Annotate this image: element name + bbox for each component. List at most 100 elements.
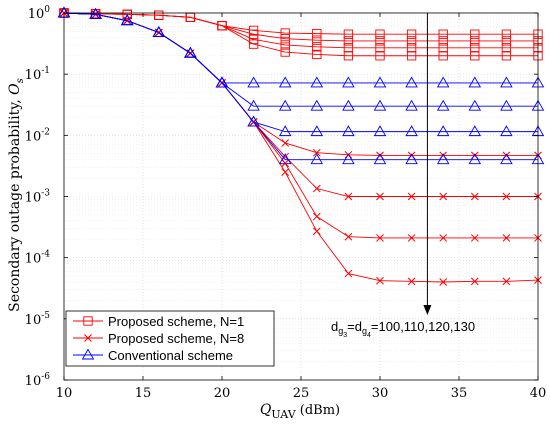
data-point-triangle xyxy=(342,99,355,111)
data-point-x xyxy=(376,276,384,285)
data-point-triangle xyxy=(436,153,450,165)
data-point-square xyxy=(312,42,322,52)
x-tick-label: 15 xyxy=(135,386,152,401)
data-point-triangle xyxy=(310,99,324,111)
data-point-triangle xyxy=(436,99,450,111)
data-point-square xyxy=(375,51,385,61)
data-point-square xyxy=(280,47,290,57)
data-point-x xyxy=(344,232,353,241)
legend-box xyxy=(65,310,275,367)
data-point-x xyxy=(502,234,511,242)
legend-label: Proposed scheme, N=1 xyxy=(108,314,244,329)
legend-label: Proposed scheme, N=8 xyxy=(108,331,244,346)
data-point-square xyxy=(470,51,480,61)
data-point-square xyxy=(280,28,290,38)
data-point-square xyxy=(343,29,354,39)
y-tick-label: 10-6 xyxy=(25,372,51,389)
annotation-label-part: 3 xyxy=(343,332,347,339)
data-point-square xyxy=(470,29,480,39)
data-point-triangle xyxy=(405,125,418,137)
y-tick-label-mantissa: 10 xyxy=(25,129,42,144)
y-tick-label-exponent: -5 xyxy=(41,311,50,321)
annotation-label-part: =100,110,120,130 xyxy=(371,319,475,334)
x-tick-label: 40 xyxy=(530,386,547,401)
y-tick-label: 100 xyxy=(28,5,51,22)
annotation-label-part: g xyxy=(362,326,367,336)
data-point-square xyxy=(501,36,512,46)
data-point-triangle xyxy=(310,76,324,88)
data-point-triangle xyxy=(310,153,324,165)
data-point-square xyxy=(154,10,164,20)
data-point-square xyxy=(343,51,354,61)
data-point-x xyxy=(344,269,353,278)
legend-label: Conventional scheme xyxy=(108,348,233,363)
data-point-square xyxy=(438,51,448,61)
data-point-square xyxy=(122,9,132,20)
data-point-x xyxy=(407,192,416,201)
data-point-triangle xyxy=(468,99,482,111)
y-axis-label-symbol-sub: s xyxy=(15,78,26,83)
data-point-square xyxy=(501,51,512,61)
data-point-square xyxy=(438,36,448,46)
data-point-triangle xyxy=(500,125,513,137)
data-point-triangle xyxy=(247,99,260,111)
annotation-label-part: d xyxy=(331,319,338,334)
data-point-triangle xyxy=(184,46,197,58)
data-point-x xyxy=(407,277,416,286)
series-triangle-11 xyxy=(57,6,545,165)
data-point-triangle xyxy=(278,153,292,165)
y-axis-label: Secondary outage probability, Os xyxy=(7,78,26,312)
y-tick-label-exponent: 0 xyxy=(44,5,50,15)
y-tick-label-exponent: -2 xyxy=(41,127,50,137)
data-point-triangle xyxy=(342,153,355,165)
x-tick-label: 10 xyxy=(56,386,73,401)
x-axis-label-main: Q xyxy=(260,402,272,418)
data-point-x xyxy=(344,192,353,201)
data-point-x xyxy=(439,234,448,242)
data-point-square xyxy=(406,29,417,39)
legend-marker-x xyxy=(84,334,92,342)
y-tick-label: 10-5 xyxy=(25,311,51,328)
data-point-x xyxy=(502,277,511,286)
data-point-x xyxy=(470,234,479,242)
data-point-x xyxy=(312,184,321,193)
data-point-triangle xyxy=(500,153,513,165)
data-point-triangle xyxy=(152,26,166,37)
data-point-triangle xyxy=(373,153,387,165)
legend-entry-x: Proposed scheme, N=8 xyxy=(73,331,244,346)
x-tick-label: 35 xyxy=(451,386,468,401)
y-tick-label-exponent: -1 xyxy=(41,66,50,76)
y-axis-label-main: Secondary outage probability, xyxy=(7,95,23,312)
data-point-triangle xyxy=(373,125,387,137)
legend-entry-triangle: Conventional scheme xyxy=(73,348,233,363)
data-point-square xyxy=(280,34,290,44)
data-point-triangle xyxy=(468,76,482,88)
data-point-square xyxy=(375,36,385,46)
data-point-triangle xyxy=(500,99,513,111)
y-tick-label-mantissa: 10 xyxy=(25,313,42,328)
data-point-square xyxy=(343,36,354,46)
data-point-x xyxy=(281,159,290,168)
data-point-square xyxy=(438,29,448,39)
y-tick-label: 10-2 xyxy=(25,127,50,144)
data-point-x xyxy=(470,192,479,201)
data-point-square xyxy=(248,39,259,49)
y-tick-label: 10-4 xyxy=(25,250,51,267)
y-tick-label-exponent: -6 xyxy=(41,372,50,382)
data-point-triangle xyxy=(405,153,418,165)
data-point-square xyxy=(501,29,512,39)
data-point-square xyxy=(375,29,385,39)
data-point-square xyxy=(406,36,417,46)
y-tick-label-exponent: -3 xyxy=(41,189,50,199)
data-point-x xyxy=(439,278,448,286)
data-point-square xyxy=(312,28,322,39)
y-tick-label-mantissa: 10 xyxy=(28,7,45,22)
data-point-triangle xyxy=(373,99,387,111)
annotation-arrowhead xyxy=(423,304,432,315)
data-point-triangle xyxy=(278,99,292,111)
tick-layer: 10 15 20 25 30 35 4010-610-510-410-310-210-110… xyxy=(25,5,547,401)
data-point-triangle xyxy=(468,125,482,137)
y-tick-label: 10-1 xyxy=(25,66,50,83)
annotation-label-part: 4 xyxy=(367,332,371,339)
